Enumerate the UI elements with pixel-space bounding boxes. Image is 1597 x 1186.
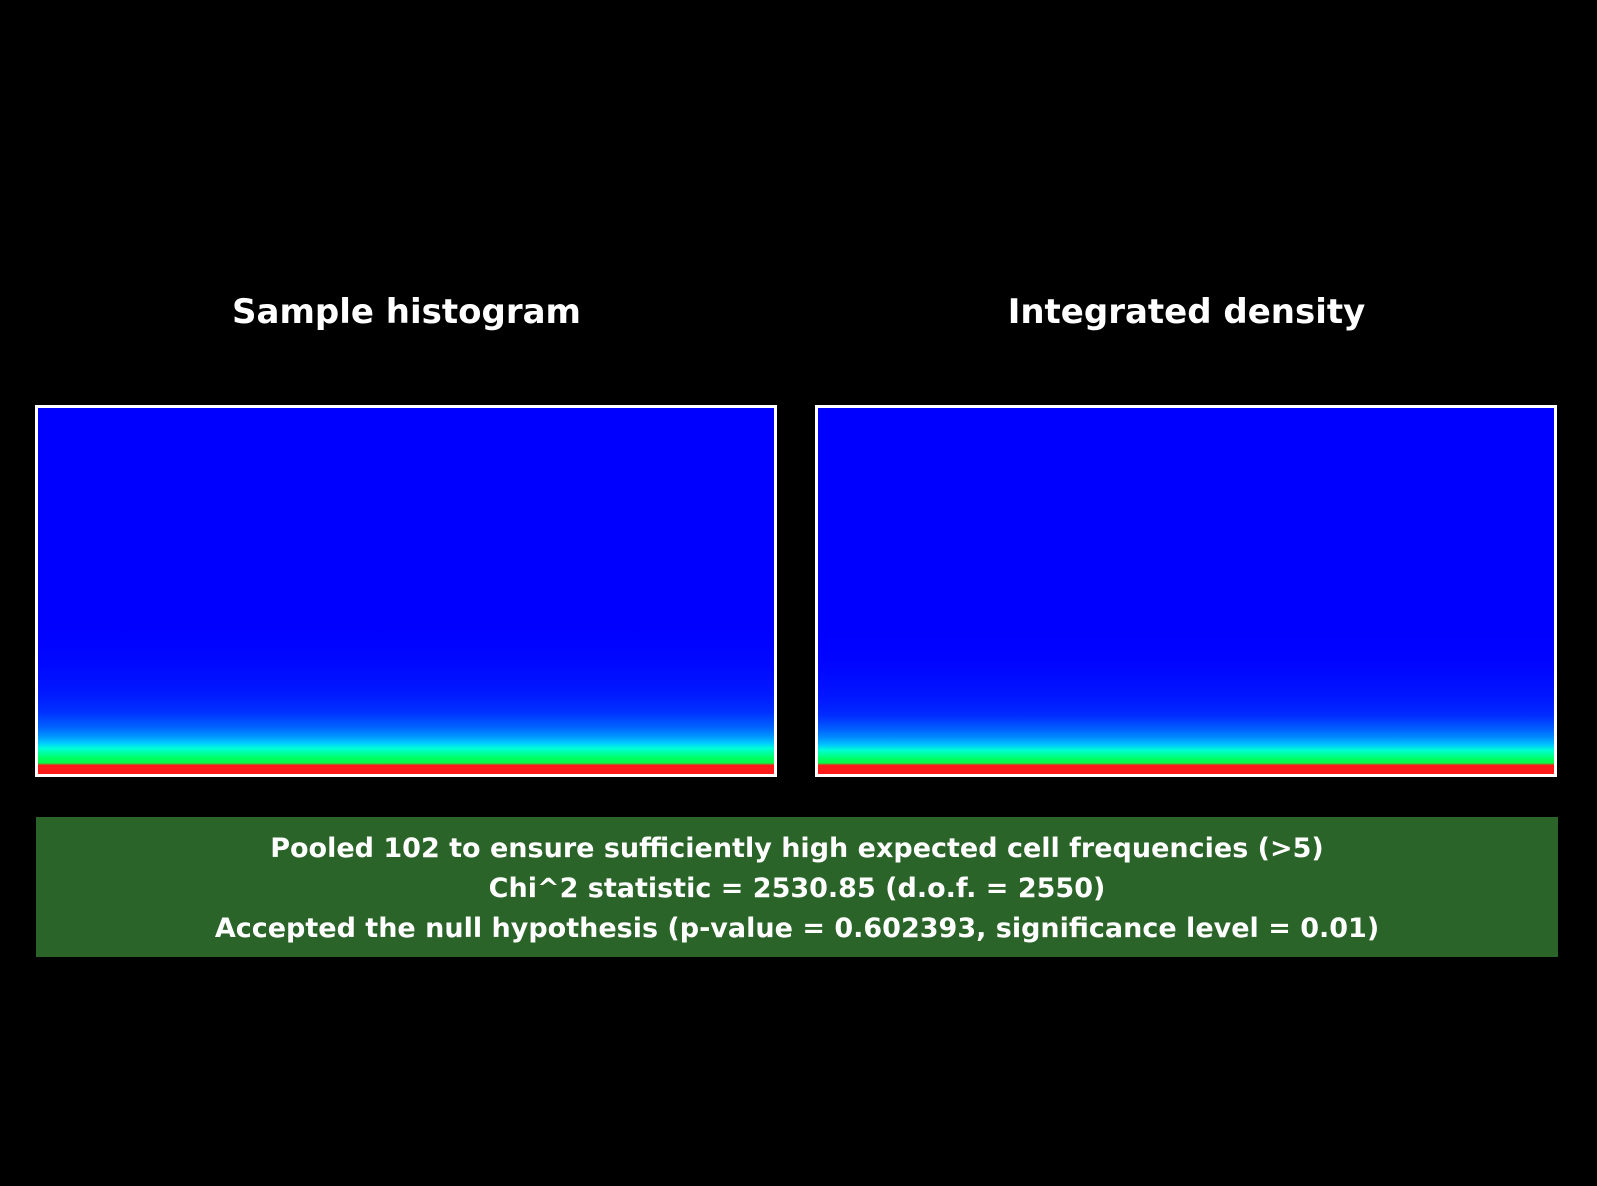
chi-square-statistic: Chi^2 statistic = 2530.85 (d.o.f. = 2550… [488, 873, 1106, 904]
integrated-density-heatmap [815, 405, 1557, 777]
sample-histogram-title: Sample histogram [232, 292, 581, 332]
sample-histogram-color-field [38, 408, 774, 774]
integrated-density-title: Integrated density [1007, 292, 1366, 332]
pooling-message: Pooled 102 to ensure sufficiently high e… [270, 833, 1324, 864]
sample-histogram-heatmap [35, 405, 777, 777]
integrated-density-color-field [818, 408, 1554, 774]
hypothesis-result: Accepted the null hypothesis (p-value = … [214, 913, 1380, 944]
test-result-panel: Pooled 102 to ensure sufficiently high e… [36, 817, 1558, 957]
